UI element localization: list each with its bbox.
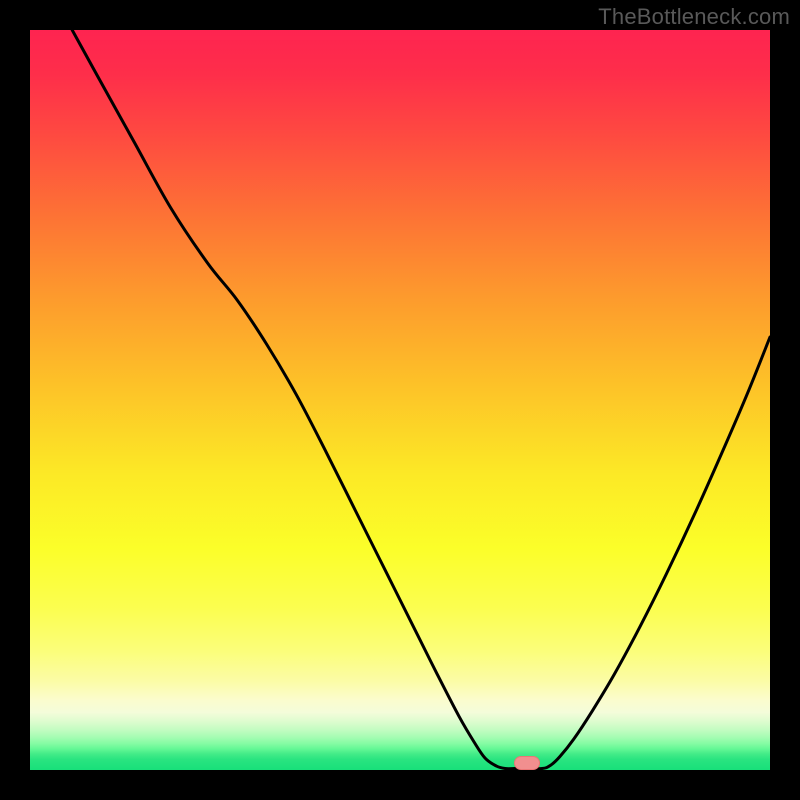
chart-frame: TheBottleneck.com [0,0,800,800]
watermark-text: TheBottleneck.com [598,4,790,30]
plot-area [30,30,770,770]
optimal-point-marker [514,756,540,770]
gradient-background-svg [30,30,770,770]
gradient-rect [30,30,770,770]
